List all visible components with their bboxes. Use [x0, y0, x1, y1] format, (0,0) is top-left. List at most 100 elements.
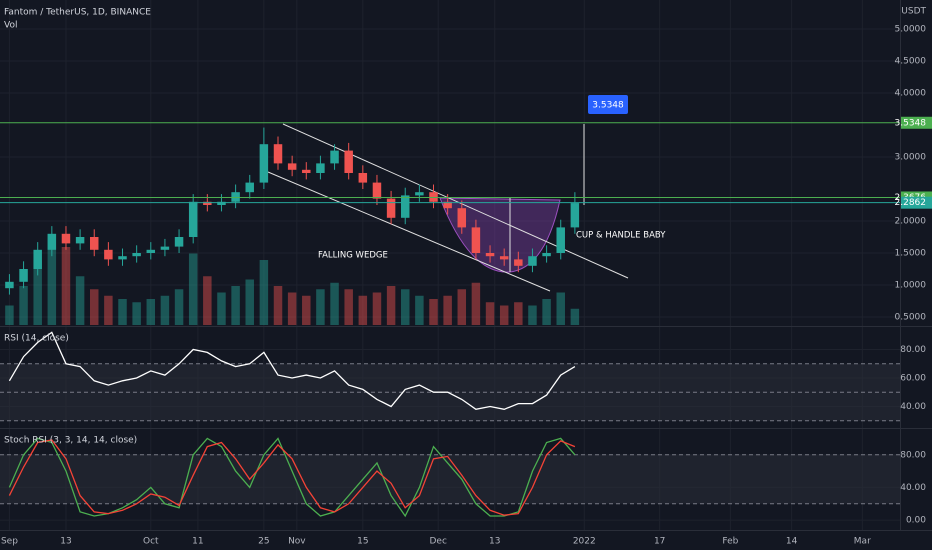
- volume-bar: [457, 289, 467, 325]
- candle-body: [415, 192, 424, 196]
- candle-body: [132, 252, 141, 257]
- candle-body: [471, 227, 481, 253]
- level-band: [0, 454, 900, 504]
- volume-bar: [316, 289, 325, 325]
- level-label: 2.2862: [895, 198, 927, 208]
- wedge-lower-line: [267, 171, 551, 292]
- indicator-line: [8, 331, 576, 410]
- candle-body: [47, 233, 57, 250]
- volume-bar: [273, 286, 283, 325]
- target-callout: [588, 95, 628, 114]
- annotation: CUP & HANDLE BABY: [576, 231, 666, 241]
- volume-bar: [75, 276, 85, 325]
- volume-bar: [245, 279, 254, 325]
- y-tick-label: 40.00: [900, 402, 926, 412]
- candle-body: [19, 268, 28, 282]
- y-tick-label: 1.0000: [895, 280, 927, 290]
- volume-bar: [188, 253, 198, 325]
- annotation: FALLING WEDGE: [318, 251, 388, 261]
- y-tick-label: 0.5000: [895, 312, 927, 322]
- volume-bar: [5, 305, 14, 325]
- candle-body: [104, 249, 113, 260]
- candle-body: [160, 246, 170, 250]
- x-tick-label: Mar: [854, 537, 871, 547]
- symbol-title: Fantom / TetherUS, 1D, BINANCE: [4, 8, 151, 18]
- level-tag: [901, 116, 932, 129]
- x-tick-label: 17: [654, 537, 665, 547]
- y-tick-label: 4.5000: [895, 56, 927, 66]
- candle-body: [188, 201, 198, 237]
- candle-body: [273, 144, 283, 164]
- x-tick-label: 13: [60, 537, 71, 547]
- indicator-line: [8, 439, 576, 516]
- x-tick-label: Nov: [288, 537, 306, 547]
- level-label: 3.5348: [895, 118, 927, 128]
- volume-bar: [330, 282, 339, 325]
- candle-body: [245, 182, 254, 193]
- volume-bar: [358, 295, 368, 325]
- volume-bar: [372, 292, 382, 325]
- volume-bar: [61, 247, 71, 325]
- candle-body: [542, 252, 551, 257]
- candle-body: [316, 163, 325, 173]
- volume-bar: [471, 282, 481, 325]
- candle-body: [174, 236, 184, 247]
- x-tick-label: 25: [258, 537, 269, 547]
- x-tick-label: Feb: [722, 537, 738, 547]
- marks: [0, 122, 900, 518]
- volume-bar: [386, 286, 396, 325]
- y-tick-label: 5.0000: [895, 24, 927, 34]
- y-tick-label: 0.00: [906, 516, 926, 526]
- wedge-upper-line: [282, 123, 629, 279]
- candle-body: [556, 227, 565, 253]
- volume-bar: [485, 302, 495, 325]
- candle-body: [514, 259, 523, 266]
- stoch-title: Stoch RSI (3, 3, 14, 14, close): [4, 436, 137, 446]
- volume-bar: [19, 286, 28, 325]
- volume-bar: [514, 302, 523, 325]
- volume-bar: [259, 260, 269, 325]
- candle-body: [386, 198, 396, 218]
- y-tick-label: 40.00: [900, 483, 926, 493]
- volume-bar: [118, 299, 127, 325]
- x-tick-label: 15: [357, 537, 368, 547]
- candle-body: [330, 150, 339, 164]
- candle-body: [344, 150, 353, 173]
- x-tick-label: 2022: [573, 537, 596, 547]
- x-tick-label: 14: [786, 537, 798, 547]
- candle-body: [499, 256, 509, 260]
- x-tick-label: 11: [192, 537, 203, 547]
- currency-label: USDT: [901, 7, 926, 17]
- volume-bar: [217, 292, 226, 325]
- x-tick-label: Sep: [1, 537, 18, 547]
- y-tick-label: 1.5000: [895, 248, 927, 258]
- volume-bar: [302, 295, 311, 325]
- candle-body: [287, 163, 297, 170]
- candle-body: [90, 236, 99, 250]
- y-tick-label: 80.00: [900, 345, 926, 355]
- candle-body: [118, 256, 127, 260]
- volume-bar: [203, 276, 212, 325]
- y-tick-label: 4.0000: [895, 88, 927, 98]
- volume-bar: [443, 295, 452, 325]
- y-tick-label: 2.0000: [895, 216, 927, 226]
- target-label: 3.5348: [592, 101, 624, 111]
- candle-body: [302, 169, 311, 173]
- y-tick-label: 3.0000: [895, 152, 927, 162]
- grid: [0, 0, 900, 530]
- volume-bar: [556, 292, 565, 325]
- candle-body: [61, 233, 71, 244]
- volume-label: Vol: [4, 21, 17, 31]
- candle-body: [217, 201, 226, 205]
- volume-bar: [429, 299, 438, 325]
- candle-body: [5, 281, 14, 289]
- volume-bar: [344, 289, 353, 325]
- y-tick-label: 80.00: [900, 450, 926, 460]
- candle-body: [457, 208, 467, 228]
- candle-body: [485, 252, 495, 257]
- volume-bar: [174, 289, 184, 325]
- candle-body: [400, 195, 410, 218]
- candle-body: [358, 172, 368, 183]
- volume-bar: [90, 289, 99, 325]
